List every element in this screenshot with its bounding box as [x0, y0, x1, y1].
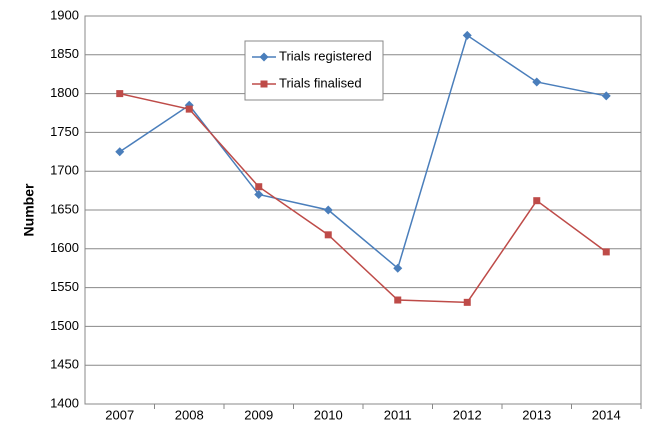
point-marker	[394, 296, 402, 304]
y-tick-label: 1650	[50, 201, 79, 216]
point-marker	[462, 30, 472, 40]
y-tick-label: 1500	[50, 318, 79, 333]
point-marker	[185, 105, 193, 113]
point-marker	[116, 90, 124, 98]
legend-label: Trials registered	[279, 48, 372, 63]
y-axis-label: Number	[21, 183, 37, 236]
point-marker	[601, 91, 611, 101]
point-marker	[260, 80, 268, 88]
series-line	[119, 92, 607, 304]
y-tick-label: 1700	[50, 163, 79, 178]
x-tick-label: 2014	[592, 407, 621, 422]
point-marker	[532, 77, 542, 87]
point-marker	[533, 197, 541, 205]
point-marker	[323, 205, 333, 215]
point-marker	[324, 231, 332, 239]
point-marker	[115, 147, 125, 157]
x-tick-label: 2008	[175, 407, 204, 422]
y-tick-label: 1600	[50, 240, 79, 255]
y-tick-label: 1550	[50, 279, 79, 294]
point-marker	[463, 298, 471, 306]
point-marker	[255, 183, 263, 191]
x-tick-label: 2010	[314, 407, 343, 422]
x-tick-label: 2012	[453, 407, 482, 422]
series-line	[119, 34, 607, 270]
point-marker	[254, 189, 264, 199]
legend-label: Trials finalised	[279, 75, 362, 90]
x-tick-label: 2009	[244, 407, 273, 422]
legend-box	[244, 40, 384, 101]
y-tick-label: 1850	[50, 46, 79, 61]
x-tick-label: 2011	[384, 407, 412, 422]
point-marker	[602, 248, 610, 256]
y-tick-label: 1450	[50, 357, 79, 372]
y-tick-label: 1750	[50, 124, 79, 139]
y-tick-label: 1400	[50, 395, 79, 410]
y-tick-label: 1900	[50, 7, 79, 22]
point-marker	[393, 263, 403, 273]
x-tick-label: 2013	[522, 407, 551, 422]
x-tick-label: 2007	[105, 407, 134, 422]
point-marker	[259, 52, 269, 62]
y-tick-label: 1800	[50, 85, 79, 100]
